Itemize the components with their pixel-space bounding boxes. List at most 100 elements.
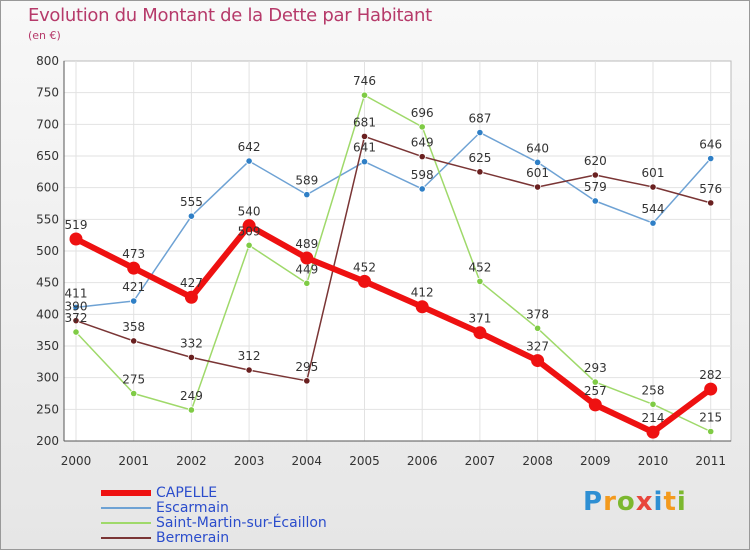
data-point-saint-martin-sur-ecaillon bbox=[303, 279, 311, 287]
data-point-capelle bbox=[415, 300, 429, 314]
data-point-saint-martin-sur-ecaillon bbox=[476, 277, 484, 285]
y-tick-label: 450 bbox=[36, 276, 59, 290]
data-label-bermerain: 601 bbox=[526, 166, 549, 180]
x-tick-label: 2005 bbox=[349, 454, 380, 468]
data-label-capelle: 327 bbox=[526, 340, 549, 354]
data-point-escarmain bbox=[476, 128, 484, 137]
data-label-saint-martin-sur-ecaillon: 275 bbox=[122, 373, 145, 387]
data-label-bermerain: 358 bbox=[122, 320, 145, 334]
x-tick-label: 2007 bbox=[465, 454, 496, 468]
data-point-saint-martin-sur-ecaillon bbox=[245, 241, 253, 249]
grid-layer bbox=[63, 60, 732, 442]
data-label-saint-martin-sur-ecaillon: 746 bbox=[353, 74, 376, 88]
data-point-escarmain bbox=[418, 185, 426, 193]
y-tick-label: 550 bbox=[36, 212, 59, 226]
data-label-bermerain: 625 bbox=[468, 151, 491, 165]
data-point-bermerain bbox=[533, 183, 542, 191]
data-label-escarmain: 544 bbox=[642, 202, 665, 216]
data-label-capelle: 489 bbox=[295, 237, 318, 251]
data-point-bermerain bbox=[360, 132, 369, 140]
data-label-saint-martin-sur-ecaillon: 509 bbox=[238, 224, 261, 238]
data-point-escarmain bbox=[591, 197, 599, 205]
data-label-capelle: 473 bbox=[122, 247, 145, 261]
data-label-bermerain: 312 bbox=[238, 349, 261, 363]
data-label-escarmain: 421 bbox=[122, 280, 145, 294]
data-label-saint-martin-sur-ecaillon: 452 bbox=[468, 260, 491, 274]
data-label-saint-martin-sur-ecaillon: 378 bbox=[526, 307, 549, 321]
data-point-capelle bbox=[300, 251, 314, 265]
data-label-capelle: 214 bbox=[642, 411, 665, 425]
y-tick-label: 700 bbox=[36, 117, 59, 131]
y-tick-label: 650 bbox=[36, 149, 59, 163]
proxiti-logo: Proxiti bbox=[583, 487, 687, 517]
legend-label-bermerain: Bermerain bbox=[156, 530, 230, 546]
legend-swatch-saint-martin bbox=[101, 522, 151, 524]
y-tick-label: 200 bbox=[36, 434, 59, 448]
y-tick-label: 300 bbox=[36, 371, 59, 385]
data-label-bermerain: 601 bbox=[642, 166, 665, 180]
data-label-escarmain: 555 bbox=[180, 195, 203, 209]
data-point-saint-martin-sur-ecaillon bbox=[591, 378, 599, 386]
chart-subtitle: (en €) bbox=[28, 29, 61, 42]
chart-title: Evolution du Montant de la Dette par Hab… bbox=[28, 5, 432, 26]
data-point-saint-martin-sur-ecaillon bbox=[187, 406, 195, 414]
data-label-escarmain: 579 bbox=[584, 180, 607, 194]
y-tick-label: 500 bbox=[36, 244, 59, 258]
data-point-bermerain bbox=[591, 171, 599, 179]
data-label-saint-martin-sur-ecaillon: 215 bbox=[699, 411, 722, 425]
x-tick-label: 2002 bbox=[176, 454, 207, 468]
series-line-escarmain bbox=[75, 131, 712, 309]
legend-swatch-capelle bbox=[101, 490, 151, 496]
legend-label-escarmain: Escarmain bbox=[156, 500, 229, 516]
data-label-bermerain: 681 bbox=[353, 115, 376, 129]
x-tick-label: 2004 bbox=[292, 454, 323, 468]
data-point-capelle bbox=[646, 425, 660, 439]
data-label-escarmain: 589 bbox=[295, 174, 318, 188]
data-label-capelle: 282 bbox=[699, 368, 722, 382]
data-point-capelle bbox=[704, 382, 718, 396]
data-point-bermerain bbox=[72, 317, 80, 325]
y-tick-label: 800 bbox=[36, 54, 59, 68]
x-tick-label: 2010 bbox=[638, 454, 669, 468]
data-point-saint-martin-sur-ecaillon bbox=[533, 324, 542, 332]
series-layer bbox=[69, 91, 718, 439]
data-label-layer: 411 421 555 642 589 641 598 687 640 579 544 646 372 2… bbox=[65, 74, 723, 425]
data-label-saint-martin-sur-ecaillon: 372 bbox=[65, 311, 88, 325]
data-label-capelle: 427 bbox=[180, 276, 203, 290]
data-point-saint-martin-sur-ecaillon bbox=[418, 123, 426, 131]
data-label-capelle: 519 bbox=[65, 218, 88, 232]
data-point-capelle bbox=[588, 398, 602, 412]
data-label-escarmain: 641 bbox=[353, 141, 376, 155]
y-tick-label: 750 bbox=[36, 86, 59, 100]
data-point-bermerain bbox=[476, 168, 484, 176]
data-point-escarmain bbox=[130, 297, 138, 305]
data-label-saint-martin-sur-ecaillon: 449 bbox=[295, 262, 318, 276]
data-label-escarmain: 642 bbox=[238, 140, 261, 154]
data-label-escarmain: 640 bbox=[526, 141, 549, 155]
data-point-bermerain bbox=[649, 183, 657, 191]
data-label-bermerain: 620 bbox=[584, 154, 607, 168]
x-tick-label: 2001 bbox=[118, 454, 149, 468]
data-label-bermerain: 649 bbox=[411, 136, 434, 150]
data-point-escarmain bbox=[649, 219, 657, 227]
data-label-bermerain: 576 bbox=[699, 182, 722, 196]
data-point-capelle bbox=[127, 261, 141, 275]
x-tick-label: 2003 bbox=[234, 454, 265, 468]
data-label-saint-martin-sur-ecaillon: 249 bbox=[180, 389, 203, 403]
axis-layer: 200 250 300 350 400 450 500 550 600 650 700 750 800 2… bbox=[36, 54, 731, 468]
data-label-saint-martin-sur-ecaillon: 293 bbox=[584, 361, 607, 375]
legend-swatch-bermerain bbox=[101, 537, 151, 539]
x-tick-label: 2000 bbox=[61, 454, 92, 468]
data-label-bermerain: 390 bbox=[65, 300, 88, 314]
y-tick-label: 250 bbox=[36, 402, 59, 416]
data-label-capelle: 257 bbox=[584, 384, 607, 398]
data-point-saint-martin-sur-ecaillon bbox=[72, 328, 80, 336]
data-point-capelle bbox=[184, 290, 198, 304]
data-point-saint-martin-sur-ecaillon bbox=[649, 400, 657, 408]
data-point-escarmain bbox=[72, 303, 80, 311]
x-tick-label: 2006 bbox=[407, 454, 438, 468]
series-line-saint-martin-sur-ecaillon bbox=[75, 94, 712, 433]
data-point-bermerain bbox=[245, 366, 253, 374]
x-tick-label: 2011 bbox=[695, 454, 726, 468]
